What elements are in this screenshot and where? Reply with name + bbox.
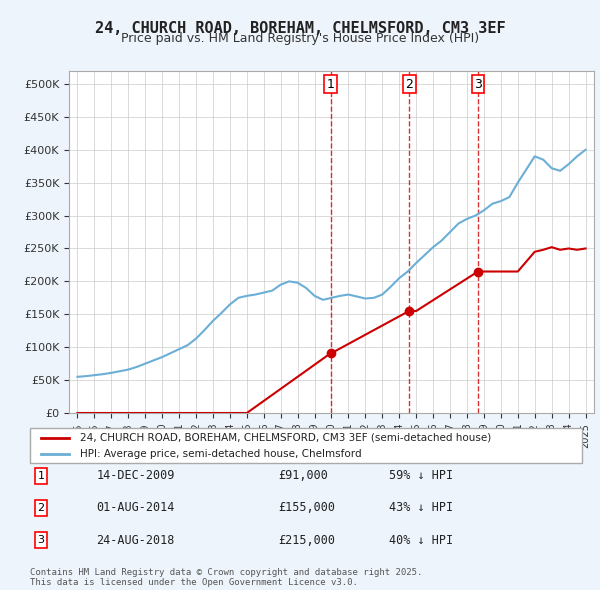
- Text: 3: 3: [38, 535, 44, 545]
- Text: 59% ↓ HPI: 59% ↓ HPI: [389, 469, 453, 483]
- Text: Contains HM Land Registry data © Crown copyright and database right 2025.
This d: Contains HM Land Registry data © Crown c…: [30, 568, 422, 587]
- Text: 24-AUG-2018: 24-AUG-2018: [96, 533, 175, 546]
- Text: 2: 2: [37, 503, 44, 513]
- Text: 14-DEC-2009: 14-DEC-2009: [96, 469, 175, 483]
- Text: 1: 1: [38, 471, 44, 481]
- Text: 3: 3: [474, 78, 482, 91]
- Text: £91,000: £91,000: [278, 469, 328, 483]
- Text: 01-AUG-2014: 01-AUG-2014: [96, 502, 175, 514]
- Text: 43% ↓ HPI: 43% ↓ HPI: [389, 502, 453, 514]
- Text: 2: 2: [405, 78, 413, 91]
- Text: £155,000: £155,000: [278, 502, 335, 514]
- Text: 24, CHURCH ROAD, BOREHAM, CHELMSFORD, CM3 3EF: 24, CHURCH ROAD, BOREHAM, CHELMSFORD, CM…: [95, 21, 505, 35]
- Text: 1: 1: [327, 78, 335, 91]
- Text: 24, CHURCH ROAD, BOREHAM, CHELMSFORD, CM3 3EF (semi-detached house): 24, CHURCH ROAD, BOREHAM, CHELMSFORD, CM…: [80, 432, 491, 442]
- Text: Price paid vs. HM Land Registry's House Price Index (HPI): Price paid vs. HM Land Registry's House …: [121, 32, 479, 45]
- Text: HPI: Average price, semi-detached house, Chelmsford: HPI: Average price, semi-detached house,…: [80, 450, 361, 459]
- Text: £215,000: £215,000: [278, 533, 335, 546]
- FancyBboxPatch shape: [30, 428, 582, 463]
- Text: 40% ↓ HPI: 40% ↓ HPI: [389, 533, 453, 546]
